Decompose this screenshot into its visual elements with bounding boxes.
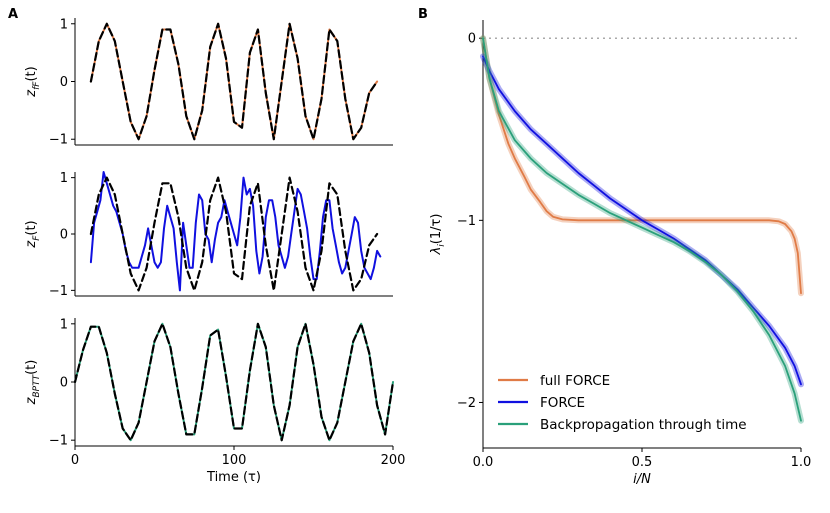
y-tick-label: −2 <box>457 396 476 411</box>
y-axis-label: zfF(t) <box>24 66 42 97</box>
series-line-1 <box>89 22 379 141</box>
x-tick-label: 1.0 <box>791 455 812 470</box>
legend-label-2: Backpropagation through time <box>540 417 747 433</box>
x-tick-label: 0 <box>71 453 79 468</box>
y-tick-label: 1 <box>60 171 68 186</box>
y-axis-label: zBPTT(t) <box>24 360 42 406</box>
y-label-main: z <box>24 396 39 405</box>
y-label-subscript: i <box>437 244 447 247</box>
panel-label-a: A <box>8 7 18 22</box>
y-label-subscript: BPTT <box>32 373 42 397</box>
panel-label-b: B <box>418 7 428 22</box>
y-tick-label: 1 <box>60 317 68 332</box>
y-tick-label: 1 <box>60 17 68 32</box>
y-tick-label: 0 <box>60 75 68 90</box>
x-tick-label: 100 <box>222 453 247 468</box>
series-band-0 <box>480 35 804 297</box>
x-axis-label: Time (τ) <box>206 470 261 485</box>
y-axis-label: λi(1/τ) <box>429 214 447 256</box>
x-tick-label: 0.0 <box>473 455 494 470</box>
y-tick-label: −1 <box>49 434 68 449</box>
y-label-main: z <box>24 240 39 249</box>
series-line-1 <box>89 176 379 292</box>
series-line-1 <box>73 322 395 442</box>
x-axis-label: i/N <box>633 472 651 487</box>
legend-label-0: full FORCE <box>540 373 610 389</box>
y-axis-label: zF(t) <box>24 220 42 248</box>
x-tick-label: 0.5 <box>632 455 653 470</box>
series-line-0 <box>482 37 802 295</box>
y-label-main: z <box>24 89 39 98</box>
y-tick-label: 0 <box>60 376 68 391</box>
y-label-tail: (t) <box>24 220 39 235</box>
x-tick-label: 200 <box>381 453 406 468</box>
y-tick-label: 0 <box>60 228 68 243</box>
y-label-subscript: fF <box>32 81 42 90</box>
series-line-1 <box>482 55 802 386</box>
y-label-subscript: F <box>32 235 42 241</box>
y-label-main: λ <box>429 247 444 256</box>
y-tick-label: −1 <box>457 214 476 229</box>
y-tick-label: 0 <box>468 32 476 47</box>
series-band-2 <box>480 35 804 424</box>
legend-label-1: FORCE <box>540 395 585 411</box>
y-label-tail: (1/τ) <box>429 214 444 245</box>
y-label-tail: (t) <box>24 360 39 375</box>
series-line-0 <box>89 171 382 292</box>
series-line-2 <box>482 37 802 422</box>
y-label-tail: (t) <box>24 66 39 81</box>
y-tick-label: −1 <box>49 133 68 148</box>
y-tick-label: −1 <box>49 284 68 299</box>
